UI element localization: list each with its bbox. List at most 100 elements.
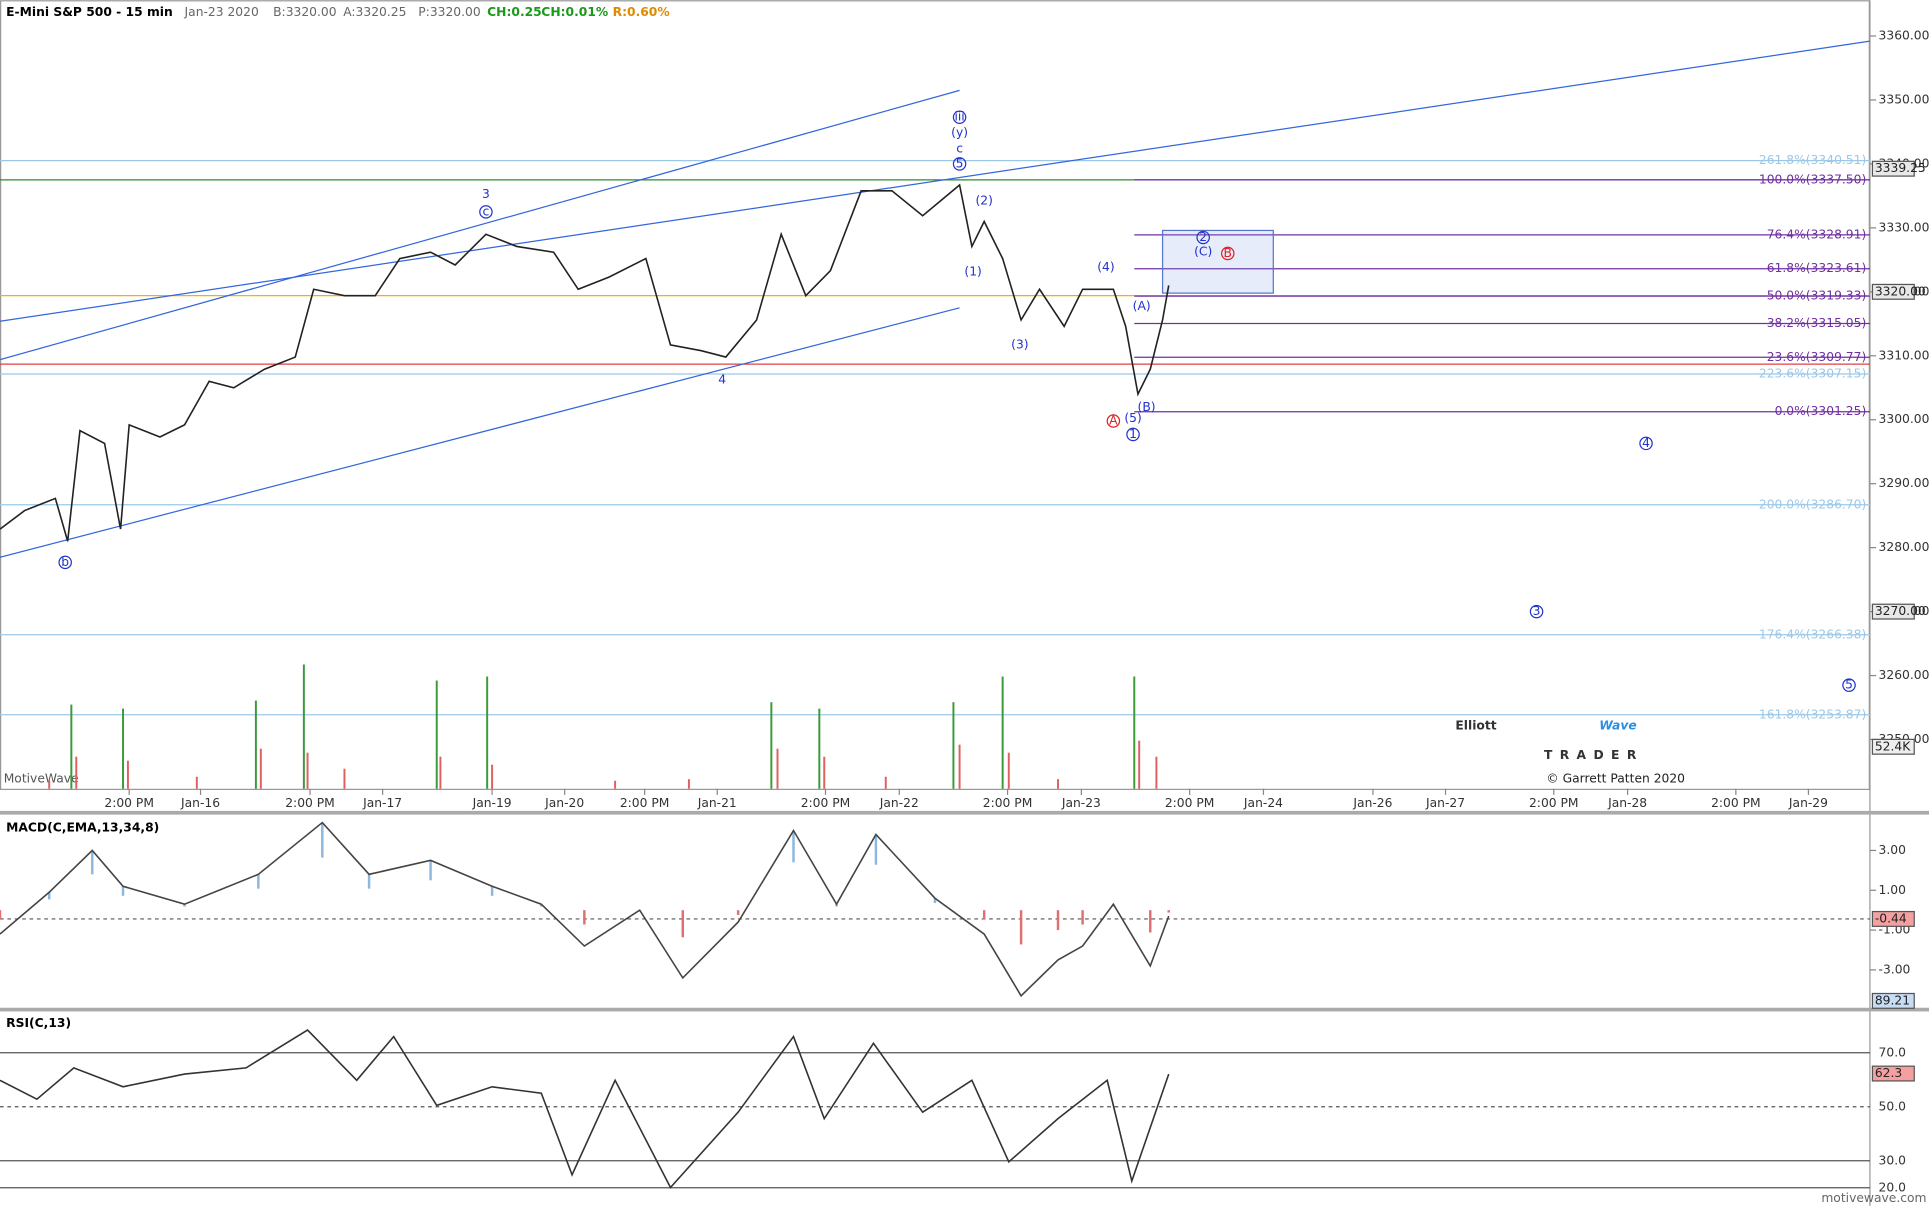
- volume-bar: [776, 748, 779, 789]
- macd-histogram: [47, 892, 51, 900]
- wave-label: 5: [1845, 678, 1853, 692]
- pane-splitter: [0, 1007, 1929, 1012]
- y-tick-label: 30.0: [1879, 1153, 1906, 1167]
- wave-label: 4: [718, 373, 726, 387]
- logo-word: Wave: [1599, 719, 1636, 733]
- macd-histogram: [583, 910, 586, 925]
- price-badge: [1871, 738, 1915, 755]
- x-tick-label: 2:00 PM: [620, 796, 670, 810]
- wave-circle: [1639, 436, 1653, 451]
- price-badge: [1871, 283, 1915, 300]
- trendline: [0, 307, 960, 558]
- wave-label: 3: [1533, 604, 1541, 618]
- volume-bar: [952, 702, 955, 789]
- x-tick-label: Jan-28: [1607, 796, 1647, 810]
- fib-label: 100.0%(3337.50): [1759, 172, 1866, 186]
- volume-bar: [818, 708, 821, 789]
- volume-bar: [958, 744, 961, 789]
- wave-label: iii: [954, 110, 964, 124]
- y-tick-label: -3.00: [1879, 962, 1911, 976]
- volume-bar: [1057, 779, 1059, 789]
- fib-label: 76.4%(3328.91): [1767, 227, 1867, 241]
- price-badge: [1871, 992, 1915, 1009]
- wave-label: b: [61, 555, 69, 569]
- volume-bar: [1133, 676, 1136, 789]
- wave-label: (A): [1133, 299, 1151, 313]
- y-tick-label: 3260.00: [1879, 668, 1929, 682]
- volume-bar: [1138, 740, 1141, 789]
- header-price: P:3320.00: [418, 5, 480, 19]
- fib-label: 61.8%(3323.61): [1767, 261, 1867, 275]
- x-tick-label: Jan-17: [362, 796, 402, 810]
- macd-histogram: [1019, 910, 1023, 945]
- y-tick-label: 3310.00: [1879, 348, 1929, 362]
- wave-label: (4): [1097, 260, 1114, 274]
- y-tick-label: 3.00: [1879, 843, 1906, 857]
- price-badge-label: 3270.00: [1875, 604, 1926, 618]
- macd-histogram: [367, 874, 371, 889]
- price-badge: [1871, 1065, 1915, 1082]
- logo-word: Elliott: [1455, 719, 1496, 733]
- x-tick-label: Jan-23: [1061, 796, 1101, 810]
- volume-bar: [1001, 676, 1004, 789]
- price-badge-label: 3320.00: [1875, 284, 1926, 298]
- header-change: CH:0.25: [487, 5, 542, 19]
- fib-label: 223.6%(3307.15): [1759, 367, 1866, 381]
- price-badge-label: 3339.25: [1875, 161, 1926, 175]
- y-tick-label: 50.0: [1879, 1099, 1906, 1113]
- y-tick-label: 3280.00: [1879, 540, 1929, 554]
- header-ask: A:3320.25: [343, 5, 406, 19]
- wave-label: (B): [1138, 400, 1156, 414]
- macd-histogram: [540, 904, 543, 907]
- volume-bar: [75, 756, 78, 789]
- footer: motivewave.com: [1821, 1191, 1926, 1205]
- wave-circle: [1196, 230, 1210, 245]
- logo-word: TRADER: [1544, 748, 1644, 762]
- volume-bar: [306, 752, 309, 789]
- macd-histogram: [1081, 910, 1084, 925]
- volume-bar: [486, 676, 489, 789]
- fib-label: 50.0%(3319.33): [1767, 289, 1867, 303]
- volume-bar: [195, 776, 198, 789]
- wave-label: (3): [1011, 337, 1028, 351]
- watermark: MotiveWave: [4, 771, 79, 785]
- x-tick-label: Jan-21: [697, 796, 737, 810]
- fib-label: 161.8%(3253.87): [1759, 707, 1866, 721]
- volume-bar: [435, 680, 438, 789]
- macd-histogram: [91, 850, 94, 875]
- fib-label: 0.0%(3301.25): [1775, 404, 1867, 418]
- x-tick-label: 2:00 PM: [1529, 796, 1579, 810]
- wave-label: 2: [1199, 230, 1207, 244]
- wave-circle: [1126, 427, 1140, 442]
- rsi-line: [0, 1029, 1170, 1189]
- price-badge: [1871, 603, 1915, 620]
- price-badge-label: 89.21: [1875, 993, 1910, 1007]
- x-tick-label: Jan-16: [180, 796, 220, 810]
- volume-bar: [1007, 752, 1010, 789]
- wave-label: 4: [1642, 436, 1650, 450]
- macd-histogram: [0, 910, 2, 920]
- y-tick-label: 3330.00: [1879, 220, 1929, 234]
- rsi-title: RSI(C,13): [6, 1016, 71, 1030]
- macd-histogram: [490, 886, 494, 896]
- x-tick-label: 2:00 PM: [1165, 796, 1215, 810]
- volume-bar: [302, 664, 305, 789]
- volume-bar: [439, 756, 442, 789]
- x-tick-label: 2:00 PM: [104, 796, 154, 810]
- wave-circle: [952, 157, 967, 171]
- macd-histogram: [792, 830, 795, 863]
- wave-label: (2): [975, 194, 992, 208]
- x-tick-label: Jan-29: [1788, 796, 1828, 810]
- x-tick-label: Jan-19: [472, 796, 512, 810]
- macd-histogram: [257, 874, 260, 889]
- wave-label: B: [1224, 246, 1232, 260]
- macd-title: MACD(C,EMA,13,34,8): [6, 821, 159, 835]
- volume-bar: [884, 776, 887, 789]
- volume-bar: [687, 779, 690, 789]
- wave-label: 3: [482, 187, 490, 201]
- wave-circle: [1842, 678, 1856, 692]
- y-tick-label: 3360.00: [1879, 29, 1929, 43]
- macd-line: [0, 821, 1170, 998]
- volume-bar: [770, 702, 773, 789]
